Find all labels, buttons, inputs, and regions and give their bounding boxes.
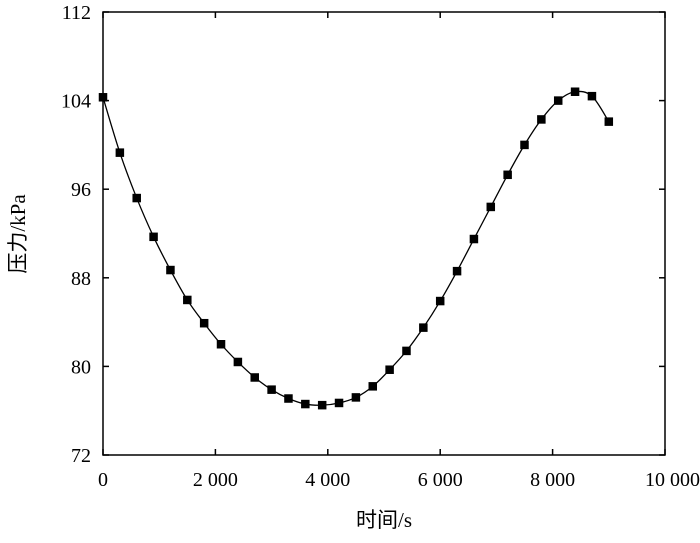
data-point-marker xyxy=(486,202,496,212)
x-tick-label: 0 xyxy=(98,469,108,491)
data-point-marker xyxy=(267,385,276,394)
x-tick-label: 10 000 xyxy=(645,469,700,491)
data-point-marker xyxy=(419,323,428,332)
data-point-marker xyxy=(233,357,243,367)
data-point-marker xyxy=(587,91,597,101)
x-tick-label: 2 000 xyxy=(193,469,238,491)
data-point-marker xyxy=(402,346,411,356)
data-point-marker xyxy=(250,373,259,382)
data-series xyxy=(98,87,614,410)
data-point-marker xyxy=(503,170,512,180)
y-tick-label: 96 xyxy=(71,179,91,201)
data-point-marker xyxy=(199,318,209,328)
axis-ticks xyxy=(102,11,666,456)
y-tick-label: 80 xyxy=(71,356,91,378)
data-point-marker xyxy=(385,365,394,374)
y-tick-label: 88 xyxy=(71,268,91,290)
y-tick-label: 72 xyxy=(71,445,91,467)
data-point-marker xyxy=(98,93,108,102)
x-tick-label: 6 000 xyxy=(418,469,463,491)
data-point-marker xyxy=(520,140,529,150)
data-point-marker xyxy=(469,234,479,244)
tick-labels: 0 2 000 4 000 6 000 8 000 10 000 72 80 88 96 104 11… xyxy=(61,2,700,491)
data-point-marker xyxy=(149,232,158,242)
x-tick-label: 4 000 xyxy=(305,469,350,491)
x-tick-label: 8 000 xyxy=(530,469,575,491)
data-point-marker xyxy=(368,382,378,391)
data-point-marker xyxy=(435,296,445,306)
data-point-marker xyxy=(183,295,192,305)
y-tick-label: 112 xyxy=(62,2,91,24)
data-point-marker xyxy=(351,393,361,402)
data-point-marker xyxy=(132,193,141,203)
y-axis-title: 压力/kPa xyxy=(6,194,30,274)
x-axis-title: 时间/s xyxy=(356,508,412,532)
data-point-marker xyxy=(166,265,175,275)
data-point-marker xyxy=(317,400,327,410)
plot-frame xyxy=(102,11,666,456)
data-point-marker xyxy=(604,117,614,126)
data-point-marker xyxy=(553,96,563,105)
data-point-marker xyxy=(216,340,226,349)
series-line xyxy=(102,90,610,406)
data-point-marker xyxy=(570,87,580,96)
data-point-marker xyxy=(334,398,344,408)
data-point-marker xyxy=(115,148,125,157)
data-point-marker xyxy=(301,399,310,409)
y-tick-label: 104 xyxy=(61,91,91,113)
data-point-marker xyxy=(452,266,462,276)
data-point-marker xyxy=(537,115,546,124)
data-point-marker xyxy=(284,394,293,403)
